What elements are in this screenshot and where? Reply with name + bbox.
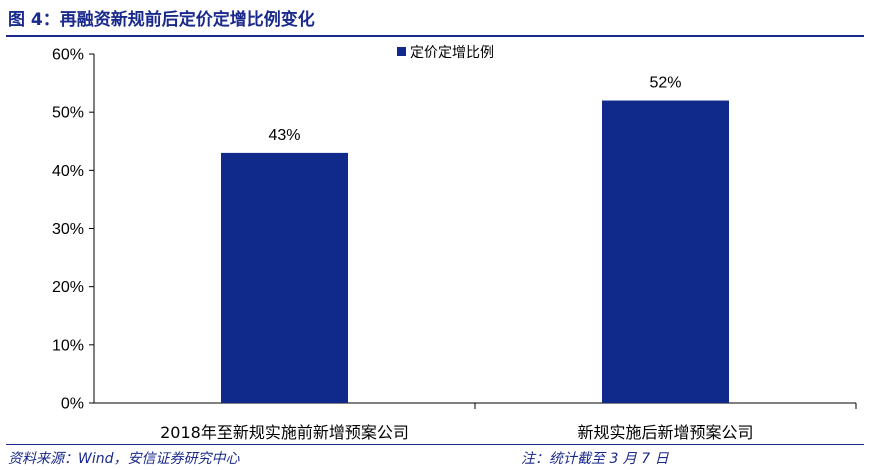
y-axis-ticks: 0% 10% 20% 30% 40% 50% 60% [52,47,94,413]
source-note: 资料来源：Wind，安信证券研究中心 [8,451,240,467]
y-tick-label: 0% [61,396,84,413]
y-tick-label: 20% [52,279,84,296]
chart-axes [93,54,857,409]
y-tick-label: 30% [52,221,84,238]
footer-divider [6,444,864,445]
category-label: 2018年至新规实施前新增预案公司 [160,423,409,442]
bar-chart: 0% 10% 20% 30% 40% 50% 60% 43% 52% 2018年至新规实施前新… [52,45,857,442]
data-label: 43% [268,127,300,144]
data-labels: 43% 52% [268,75,681,144]
y-tick-label: 50% [52,105,84,122]
legend-swatch [397,47,406,56]
bar [602,100,729,404]
category-labels: 2018年至新规实施前新增预案公司 新规实施后新增预案公司 [160,423,753,442]
figure-title: 图 4：再融资新规前后定价定增比例变化 [8,10,315,30]
y-tick-label: 10% [52,337,84,354]
title-divider [6,35,864,37]
chart-legend: 定价定增比例 [397,45,494,61]
legend-label: 定价定增比例 [410,45,494,61]
bar-series [221,100,729,404]
category-label: 新规实施后新增预案公司 [577,423,753,442]
y-tick-label: 60% [52,47,84,64]
bar [221,152,348,403]
footnote: 注：统计截至 3 月 7 日 [521,451,669,467]
y-tick-label: 40% [52,163,84,180]
data-label: 52% [649,75,681,92]
